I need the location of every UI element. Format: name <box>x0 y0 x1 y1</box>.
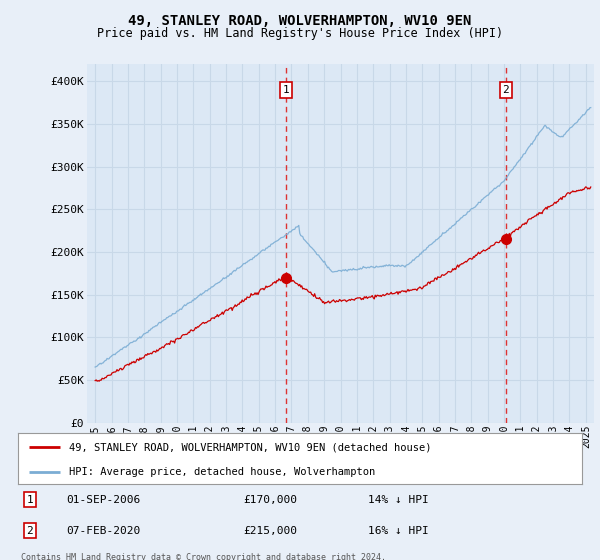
Text: £170,000: £170,000 <box>244 494 298 505</box>
Text: 49, STANLEY ROAD, WOLVERHAMPTON, WV10 9EN: 49, STANLEY ROAD, WOLVERHAMPTON, WV10 9E… <box>128 14 472 28</box>
Text: Contains HM Land Registry data © Crown copyright and database right 2024.
This d: Contains HM Land Registry data © Crown c… <box>21 553 386 560</box>
Text: HPI: Average price, detached house, Wolverhampton: HPI: Average price, detached house, Wolv… <box>69 466 375 477</box>
Text: 2: 2 <box>502 85 509 95</box>
Text: 07-FEB-2020: 07-FEB-2020 <box>66 526 140 535</box>
Text: £215,000: £215,000 <box>244 526 298 535</box>
Text: 1: 1 <box>26 494 33 505</box>
Text: 1: 1 <box>283 85 289 95</box>
Text: 14% ↓ HPI: 14% ↓ HPI <box>368 494 428 505</box>
Text: 16% ↓ HPI: 16% ↓ HPI <box>368 526 428 535</box>
Text: 2: 2 <box>26 526 33 535</box>
Text: 49, STANLEY ROAD, WOLVERHAMPTON, WV10 9EN (detached house): 49, STANLEY ROAD, WOLVERHAMPTON, WV10 9E… <box>69 442 431 452</box>
Text: Price paid vs. HM Land Registry's House Price Index (HPI): Price paid vs. HM Land Registry's House … <box>97 27 503 40</box>
Text: 01-SEP-2006: 01-SEP-2006 <box>66 494 140 505</box>
